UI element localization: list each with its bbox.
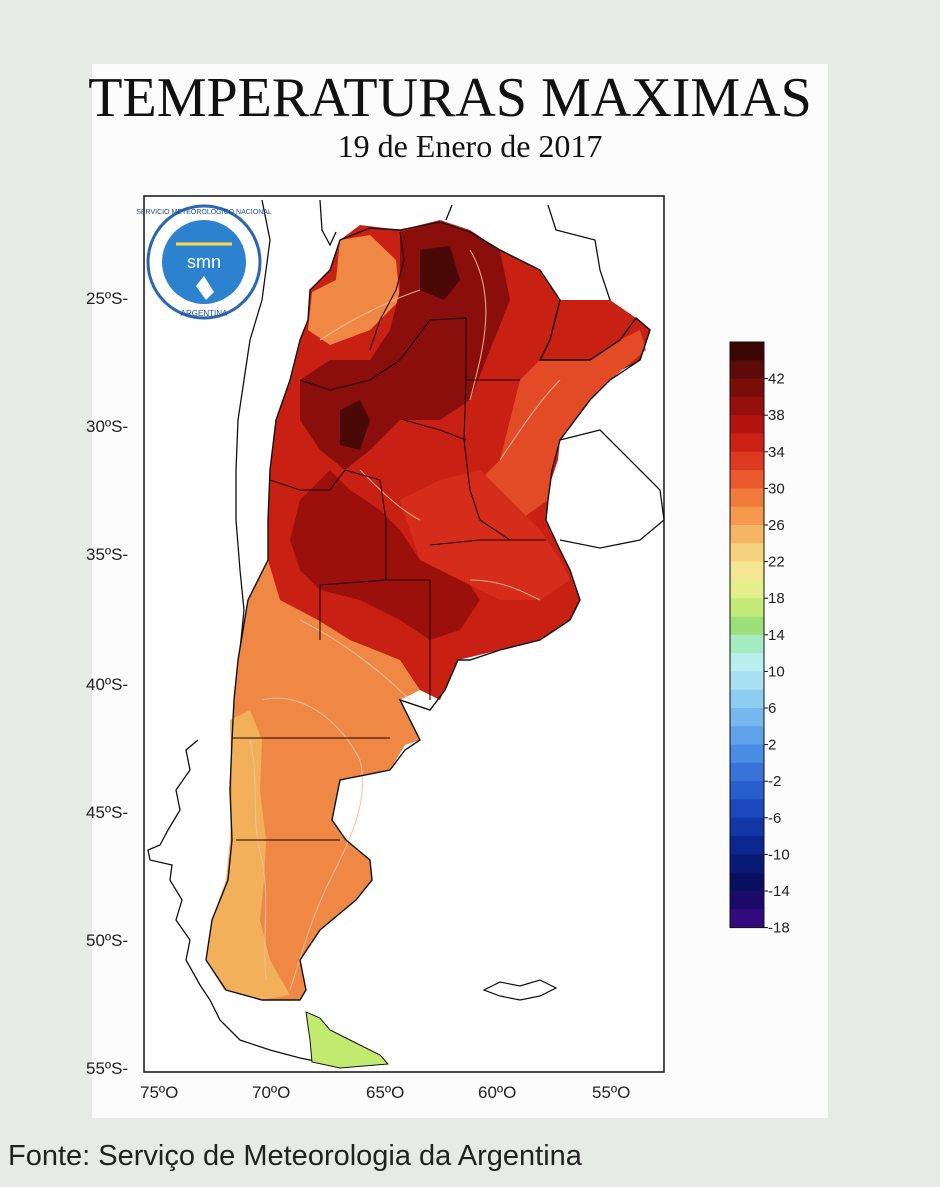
legend-label: -2 [768,773,781,790]
region-south-warm [206,710,290,1000]
legend-swatch [730,744,764,764]
argentina-outline [205,221,651,1001]
lon-label: 55ºO [592,1083,630,1102]
map-subtitle: 19 de Enero de 2017 [337,128,603,164]
legend-label: 18 [768,590,785,607]
legend-swatch [730,506,764,526]
lat-label: 25ºS- [86,289,128,308]
legend-swatch [730,781,764,800]
lat-label: 45ºS- [86,803,128,822]
legend-label: 26 [768,517,785,534]
lat-label: 50ºS- [86,931,128,950]
legend-label: -18 [768,920,790,937]
legend-swatch [730,689,764,709]
legend-swatch [730,708,764,727]
logo-center-text: smn [187,252,221,272]
lat-label: 40ºS- [86,675,128,694]
region-tierra-del-fuego [305,1011,390,1069]
lon-label: 65ºO [366,1083,404,1102]
region-northeast [470,330,646,520]
map-title: TEMPERATURAS MAXIMAS [88,67,812,129]
legend-swatch [730,762,764,782]
logo-top-text: SERVICIO METEOROLOGICO NACIONAL [136,209,272,216]
legend-swatch [730,470,764,489]
legend-swatch [730,396,764,416]
legend-swatch [730,726,764,745]
legend-swatch [730,579,764,599]
region-hottest [340,246,460,450]
temperature-field [206,220,650,1069]
legend-label: 10 [768,663,785,680]
legend-swatch [730,342,764,361]
legend-label: -6 [768,810,781,827]
lon-label: 60ºO [478,1083,516,1102]
legend-swatch [730,836,764,855]
legend-label: 30 [768,480,785,497]
legend-label: 34 [768,444,785,461]
legend-swatch [730,543,764,562]
legend-swatch [730,451,764,471]
legend-swatch [730,360,764,379]
region-pampas [290,470,480,640]
region-coast-warm [400,470,570,600]
logo-bottom-text: ARGENTINA [181,309,228,318]
legend-swatch [730,598,764,617]
legend-label: 14 [768,627,785,644]
lon-label: 70ºO [252,1083,290,1102]
legend-swatch [730,799,764,819]
legend-swatch [730,909,764,928]
legend-swatch [730,415,764,434]
legend-swatch [730,561,764,581]
lat-label: 35ºS- [86,545,128,564]
legend-swatch [730,817,764,837]
lat-label: 30ºS- [86,417,128,436]
lon-label: 75ºO [140,1083,178,1102]
legend-swatch [730,616,764,636]
color-legend [729,341,765,929]
legend-label: 6 [768,700,776,717]
legend-labels: 42 38 34 30 26 22 18 14 10 6 2 -2 -6 -10 -14 -18 [764,371,790,937]
legend-swatch [730,488,764,508]
legend-swatch [730,891,764,910]
province-borders [232,231,546,841]
legend-label: -14 [768,883,790,900]
legend-swatch [730,653,764,672]
smn-logo: smn SERVICIO METEOROLOGICO NACIONAL ARGE… [136,204,272,320]
legend-swatch [730,378,764,398]
longitude-labels: 75ºO 70ºO 65ºO 60ºO 55ºO [140,1083,630,1102]
falkland-islands [482,979,558,1001]
legend-label: 38 [768,407,785,424]
legend-swatch [730,634,764,654]
source-caption: Fonte: Serviço de Meteorologia da Argent… [8,1140,582,1172]
legend-label: -10 [768,846,790,863]
legend-swatch [730,872,764,892]
legend-label: 42 [768,371,785,388]
latitude-labels: 25ºS- 30ºS- 35ºS- 40ºS- 45ºS- 50ºS- 55ºS… [86,289,128,1078]
legend-swatch [730,433,764,453]
isotherms [249,249,561,991]
legend-label: 22 [768,554,785,571]
lat-label: 55ºS- [86,1059,128,1078]
region-northwest [308,235,400,345]
legend-swatch [730,671,764,691]
legend-label: 2 [768,737,776,754]
legend-swatch [730,525,764,544]
legend-swatch [730,854,764,874]
